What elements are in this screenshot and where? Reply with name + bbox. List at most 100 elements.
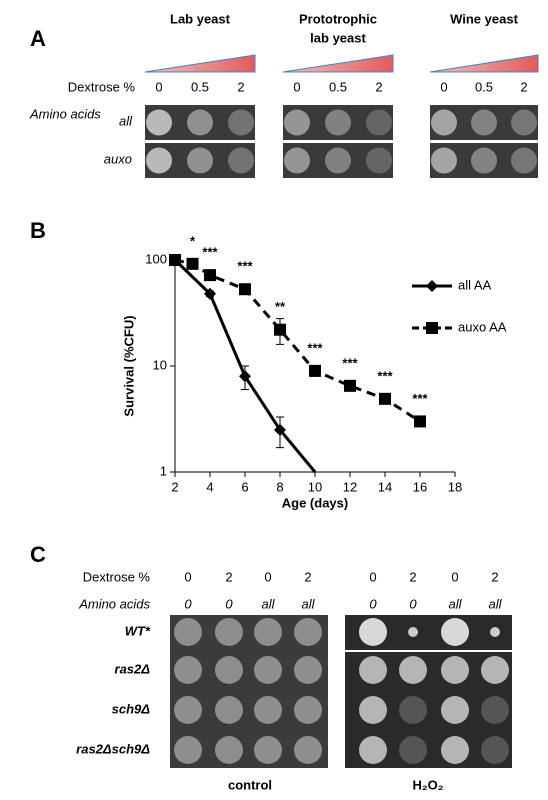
dextrose-label: Dextrose % bbox=[68, 79, 136, 94]
data-point bbox=[274, 323, 286, 336]
colony-spot bbox=[228, 147, 254, 174]
legend-marker bbox=[426, 322, 438, 334]
colony-spot bbox=[294, 696, 322, 724]
data-point bbox=[169, 254, 181, 266]
amino-value: all bbox=[301, 596, 315, 611]
condition-label: H₂O₂ bbox=[412, 777, 443, 792]
colony-spot bbox=[325, 109, 351, 136]
colony-spot bbox=[366, 109, 392, 136]
data-point bbox=[239, 283, 251, 296]
colony-spot bbox=[481, 656, 509, 684]
gradient-wedge bbox=[282, 54, 394, 73]
data-point bbox=[186, 257, 199, 270]
y-tick-label: 100 bbox=[145, 251, 167, 266]
colony-spot bbox=[174, 618, 202, 646]
x-tick-label: 18 bbox=[448, 479, 462, 494]
colony-spot bbox=[215, 696, 243, 724]
gradient-wedge bbox=[144, 54, 256, 73]
legend-marker bbox=[426, 280, 438, 292]
group-title: Prototrophic bbox=[299, 11, 377, 26]
colony-spot bbox=[294, 736, 322, 764]
colony-spot bbox=[215, 618, 243, 646]
significance: *** bbox=[202, 245, 218, 260]
data-point bbox=[414, 415, 426, 428]
colony-spot bbox=[187, 109, 213, 136]
colony-spot bbox=[511, 147, 537, 174]
significance: *** bbox=[237, 259, 253, 274]
colony-spot bbox=[174, 656, 202, 684]
dextrose-value: 0 bbox=[369, 569, 376, 584]
colony-spot bbox=[254, 696, 282, 724]
x-tick-label: 8 bbox=[276, 479, 283, 494]
colony-spot bbox=[294, 656, 322, 684]
data-point bbox=[274, 423, 286, 436]
amino-label: Amino acids bbox=[78, 596, 150, 611]
legend-label: auxo AA bbox=[458, 319, 507, 334]
colony-spot bbox=[399, 656, 427, 684]
x-tick-label: 14 bbox=[378, 479, 392, 494]
dextrose-value: 0.5 bbox=[475, 79, 493, 94]
significance: *** bbox=[307, 340, 323, 355]
dextrose-value: 2 bbox=[225, 569, 232, 584]
data-point bbox=[204, 287, 216, 300]
significance: ** bbox=[275, 299, 286, 314]
colony-spot bbox=[481, 736, 509, 764]
group-title: Lab yeast bbox=[170, 11, 231, 26]
colony-spot bbox=[284, 109, 310, 136]
data-point bbox=[379, 392, 391, 405]
amino-value: 0 bbox=[409, 596, 417, 611]
condition-label: control bbox=[228, 777, 272, 792]
amino-label: Amino acids bbox=[29, 106, 101, 121]
strain-label: ras2Δsch9Δ bbox=[76, 741, 150, 756]
amino-value: 0 bbox=[225, 596, 233, 611]
dextrose-value: 2 bbox=[304, 569, 311, 584]
colony-spot bbox=[441, 656, 469, 684]
colony-spot bbox=[359, 696, 387, 724]
dextrose-value: 0 bbox=[440, 79, 447, 94]
colony-spot bbox=[215, 656, 243, 684]
colony-spot bbox=[441, 618, 469, 646]
strain-label: ras2Δ bbox=[115, 661, 151, 676]
legend-label: all AA bbox=[458, 277, 492, 292]
strain-label: sch9Δ bbox=[112, 701, 151, 716]
colony-spot bbox=[359, 618, 387, 646]
data-point bbox=[309, 364, 321, 377]
colony-spot bbox=[325, 147, 351, 174]
dextrose-value: 2 bbox=[520, 79, 527, 94]
colony-spot bbox=[254, 736, 282, 764]
dextrose-value: 0 bbox=[264, 569, 271, 584]
amino-value: 0 bbox=[369, 596, 377, 611]
dextrose-value: 0 bbox=[155, 79, 162, 94]
colony-spot bbox=[359, 736, 387, 764]
colony-spot bbox=[174, 696, 202, 724]
x-tick-label: 12 bbox=[343, 479, 357, 494]
amino-value: all bbox=[261, 596, 275, 611]
gradient-wedge bbox=[429, 54, 539, 73]
x-tick-label: 4 bbox=[206, 479, 213, 494]
x-axis-title: Age (days) bbox=[282, 495, 348, 510]
colony-spot bbox=[481, 696, 509, 724]
colony-spot bbox=[146, 109, 172, 136]
panel-label: C bbox=[30, 542, 46, 567]
x-tick-label: 10 bbox=[308, 479, 322, 494]
row-label: auxo bbox=[104, 151, 132, 166]
colony-spot bbox=[408, 627, 418, 637]
group-title: Wine yeast bbox=[450, 11, 518, 26]
y-axis-title: Survival (%CFU) bbox=[121, 315, 136, 416]
colony-spot bbox=[441, 736, 469, 764]
panel-label: B bbox=[30, 218, 46, 243]
dextrose-value: 0.5 bbox=[191, 79, 209, 94]
dextrose-value: 0 bbox=[293, 79, 300, 94]
x-tick-label: 16 bbox=[413, 479, 427, 494]
colony-spot bbox=[431, 147, 457, 174]
dextrose-value: 0.5 bbox=[329, 79, 347, 94]
colony-spot bbox=[254, 618, 282, 646]
colony-spot bbox=[146, 147, 172, 174]
series-line bbox=[174, 258, 421, 423]
significance: * bbox=[190, 233, 196, 248]
significance: *** bbox=[342, 355, 358, 370]
colony-spot bbox=[399, 696, 427, 724]
data-point bbox=[239, 370, 251, 383]
